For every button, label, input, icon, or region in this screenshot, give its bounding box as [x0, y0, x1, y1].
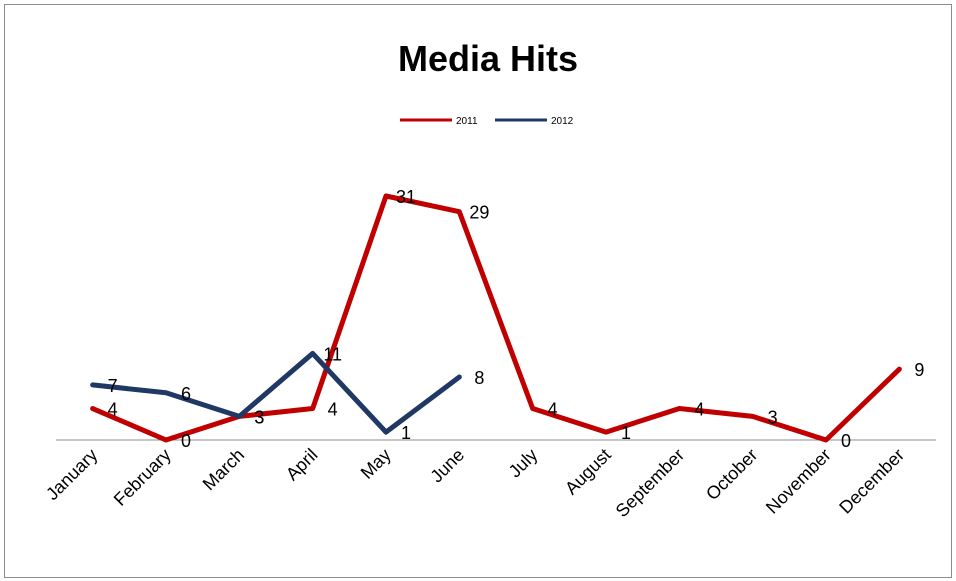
x-tick-october: October	[702, 445, 761, 504]
data-label-2012-june: 8	[474, 368, 484, 388]
x-tick-august: August	[561, 445, 615, 499]
x-tick-december: December	[835, 445, 908, 518]
x-tick-september: September	[612, 445, 688, 521]
data-label-2011-february: 0	[181, 431, 191, 451]
data-label-2011-november: 0	[841, 431, 851, 451]
series-line-2012	[90, 350, 462, 435]
series-line-2011	[90, 193, 902, 443]
data-label-2011-october: 3	[768, 407, 778, 427]
x-tick-labels: January February March April May June July Augu…	[42, 445, 908, 521]
chart-title: Media Hits	[398, 38, 578, 79]
x-tick-january: January	[42, 445, 101, 504]
chart-frame	[4, 4, 952, 578]
x-tick-july: July	[505, 445, 542, 482]
data-label-2011-september: 4	[694, 400, 704, 420]
data-label-2012-march: 3	[254, 407, 264, 427]
data-label-2011-january: 4	[108, 400, 118, 420]
series-lines	[90, 193, 902, 443]
data-label-2012-february: 6	[181, 384, 191, 404]
data-label-2012-january: 7	[108, 376, 118, 396]
legend-label-2011: 2011	[456, 116, 478, 127]
data-label-2011-june: 29	[469, 203, 489, 223]
data-label-2011-april: 4	[328, 400, 338, 420]
x-tick-april: April	[282, 445, 322, 485]
x-tick-june: June	[426, 445, 468, 487]
data-label-2011-may: 31	[396, 187, 416, 207]
data-label-2012-april: 11	[323, 344, 342, 364]
data-label-2011-july: 4	[548, 400, 558, 420]
x-tick-november: November	[762, 445, 835, 518]
data-label-2011-august: 1	[621, 423, 631, 443]
data-label-2011-march: 3	[254, 407, 264, 427]
data-label-2012-may: 1	[401, 423, 411, 443]
x-tick-may: May	[357, 445, 395, 483]
legend-label-2012: 2012	[551, 116, 574, 127]
x-tick-february: February	[110, 445, 175, 510]
x-tick-march: March	[199, 445, 249, 495]
data-label-2011-december: 9	[914, 360, 924, 380]
legend: 2011 2012	[400, 116, 574, 127]
